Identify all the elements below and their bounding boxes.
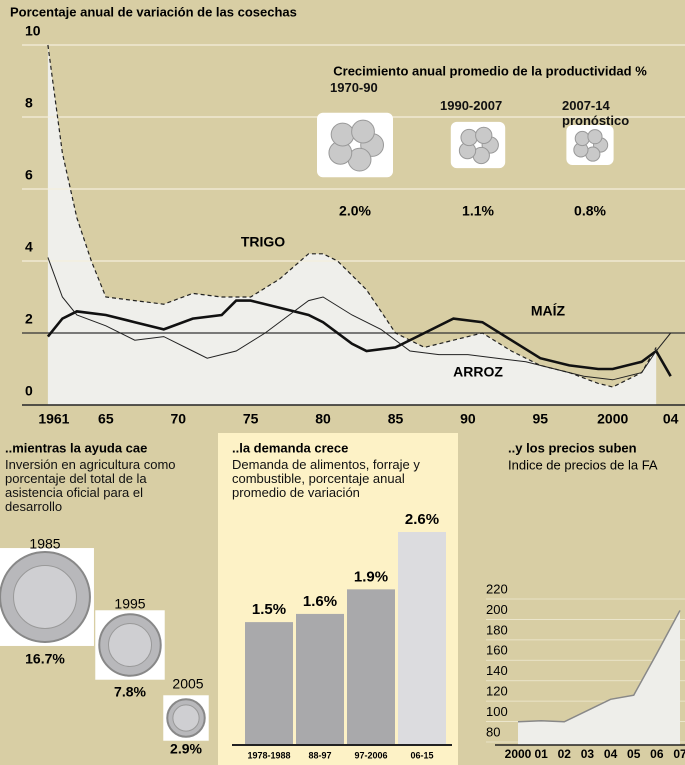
series-label: ARROZ [453,364,503,380]
year-label: 2005 [172,676,203,692]
grain [461,129,477,145]
grain [575,131,589,145]
x-tick-label: 88-97 [308,750,331,760]
value-label: 2.0% [339,203,371,219]
x-tick-label: 95 [533,411,549,427]
period-label: 2007-14 pronóstico [562,98,642,128]
coin-rim [173,705,199,731]
y-tick-label: 220 [486,581,508,596]
x-tick-label: 06-15 [410,750,433,760]
x-tick-label: 65 [98,411,114,427]
x-tick-label: 97-2006 [354,750,387,760]
y-tick-label: 8 [25,95,33,111]
year-label: 1985 [29,536,60,552]
x-tick-label: 04 [604,747,618,761]
x-tick-label: 1961 [38,411,69,427]
x-tick-label: 80 [315,411,331,427]
chart-title: Porcentaje anual de variación de las cos… [10,4,297,19]
y-tick-label: 6 [25,167,33,183]
year-label: 1995 [114,596,145,612]
period-label: 1970-90 [330,80,400,95]
value-label: 2.9% [170,741,202,757]
y-tick-label: 200 [486,602,508,617]
y-tick-label: 180 [486,622,508,637]
grain [476,127,492,143]
x-tick-label: 01 [534,747,548,761]
x-tick-label: 70 [170,411,186,427]
y-tick-label: 100 [486,704,508,719]
series-label: TRIGO [241,234,285,250]
x-tick-label: 2000 [505,747,532,761]
value-label: 16.7% [25,651,65,667]
value-label: 1.1% [462,203,494,219]
x-tick-label: 85 [388,411,404,427]
x-tick-label: 2000 [597,411,628,427]
grain [352,120,375,143]
value-label: 2.6% [405,511,439,528]
panel-title: ..la demanda crece [232,440,348,455]
bar [296,614,344,745]
grain [331,123,354,146]
value-label: 1.5% [252,601,286,618]
x-tick-label: 90 [460,411,476,427]
bar [347,589,395,745]
bar [245,622,293,745]
period-label: 1990-2007 [440,98,530,113]
y-tick-label: 160 [486,643,508,658]
x-tick-label: 04 [663,411,679,427]
y-tick-label: 0 [25,383,33,399]
x-tick-label: 75 [243,411,259,427]
panel-title: ..mientras la ayuda cae [5,440,147,455]
x-tick-label: 07 [673,747,685,761]
y-tick-label: 120 [486,684,508,699]
coin-rim [14,566,77,629]
y-tick-label: 10 [25,23,41,39]
x-tick-label: 05 [627,747,641,761]
inset-title: Crecimiento anual promedio de la product… [333,63,647,78]
x-tick-label: 1978-1988 [247,750,290,760]
panel-subtitle: Demanda de alimentos, forraje y combusti… [232,458,458,500]
panel-title: ..y los precios suben [508,440,637,455]
bar [398,532,446,745]
value-label: 0.8% [574,203,606,219]
x-tick-label: 06 [650,747,664,761]
y-tick-label: 140 [486,663,508,678]
grain [588,130,602,144]
y-tick-label: 2 [25,311,33,327]
y-tick-label: 4 [25,239,33,255]
x-tick-label: 02 [558,747,572,761]
value-label: 7.8% [114,684,146,700]
panel-subtitle: Indice de precios de la FA [508,457,658,472]
area [518,610,680,745]
value-label: 1.6% [303,593,337,610]
y-tick-label: 80 [486,724,500,739]
value-label: 1.9% [354,568,388,585]
panel-subtitle: Inversión en agricultura como porcentaje… [5,458,190,514]
infographic: Porcentaje anual de variación de las cos… [0,0,685,765]
x-tick-label: 03 [581,747,595,761]
series-label: MAÍZ [531,303,566,319]
coin-rim [108,623,151,666]
